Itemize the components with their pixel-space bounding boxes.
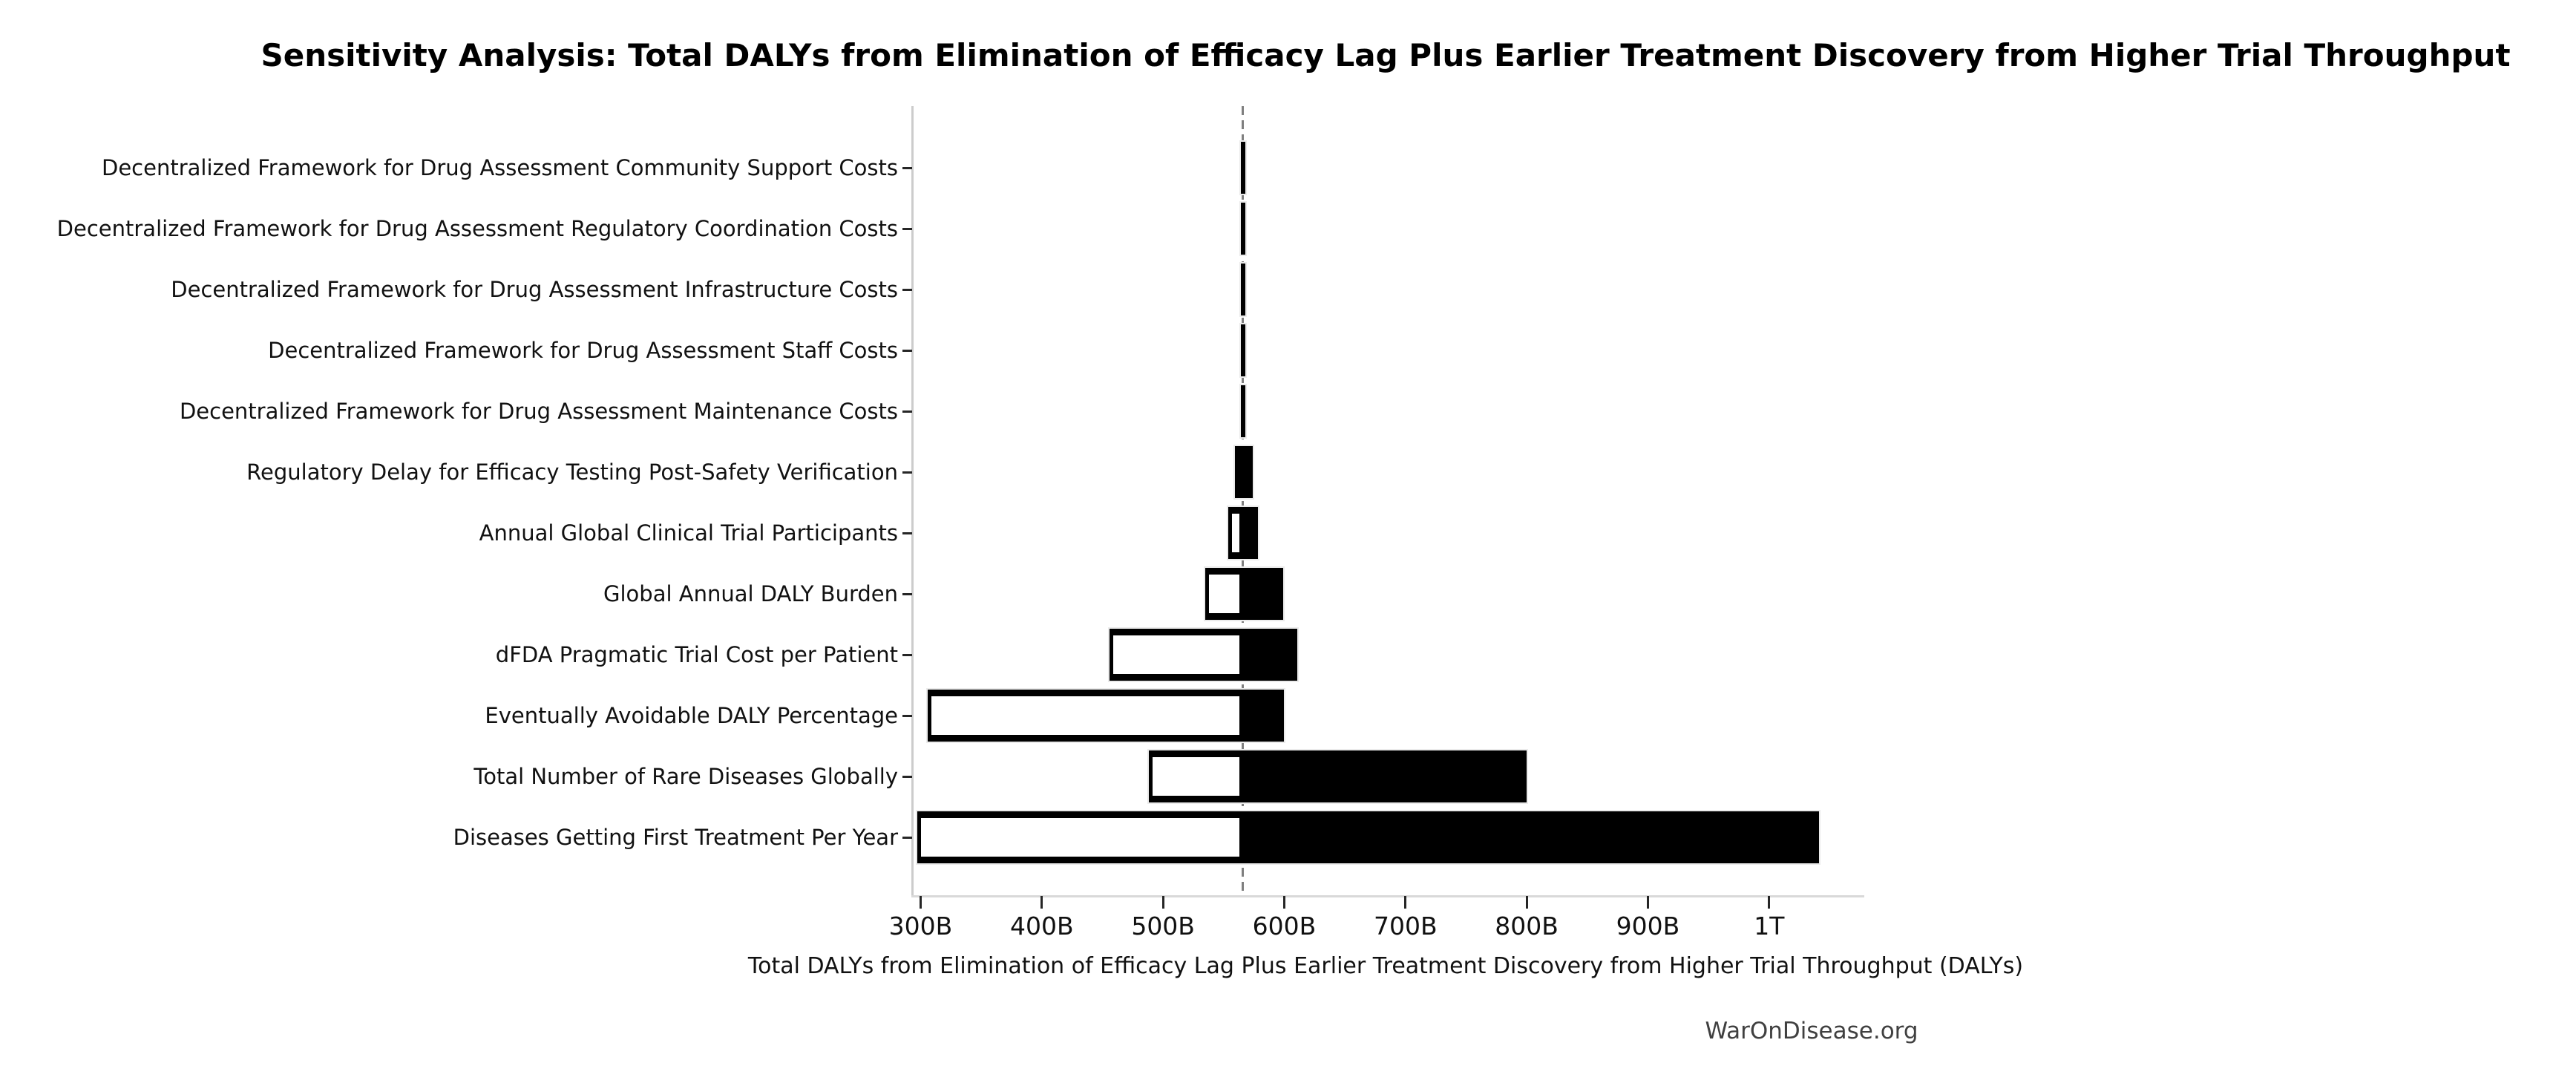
- y-tick-mark: [902, 775, 912, 778]
- y-tick-mark: [902, 653, 912, 656]
- y-category-label: Regulatory Delay for Efficacy Testing Po…: [246, 459, 898, 485]
- bar-low-range: [1205, 571, 1243, 617]
- bar-high-range: [1241, 324, 1246, 376]
- x-tick-mark: [1768, 896, 1771, 909]
- y-category-label: Decentralized Framework for Drug Assessm…: [179, 399, 898, 424]
- x-tick-label: 500B: [1131, 912, 1195, 941]
- x-tick-label: 400B: [1009, 912, 1074, 941]
- x-axis-title: Total DALYs from Elimination of Efficacy…: [747, 953, 2024, 979]
- x-tick-mark: [1525, 896, 1528, 909]
- y-tick-mark: [902, 288, 912, 291]
- y-tick-mark: [902, 166, 912, 169]
- bar-low-range: [1228, 510, 1243, 556]
- watermark-text: WarOnDisease.org: [1705, 1018, 1918, 1044]
- y-category-label: Decentralized Framework for Drug Assessm…: [171, 277, 898, 302]
- y-category-label: Decentralized Framework for Drug Assessm…: [268, 338, 898, 363]
- y-category-label: Diseases Getting First Treatment Per Yea…: [453, 825, 898, 850]
- y-category-label: Total Number of Rare Diseases Globally: [473, 764, 898, 789]
- bar-high-range: [1241, 385, 1246, 437]
- bar-low-range: [917, 814, 1243, 860]
- x-tick-mark: [1040, 896, 1043, 909]
- chart-title: Sensitivity Analysis: Total DALYs from E…: [260, 37, 2511, 73]
- y-tick-mark: [902, 349, 912, 352]
- bar-high-range: [1241, 264, 1246, 315]
- x-tick-label: 800B: [1495, 912, 1559, 941]
- x-tick-mark: [920, 896, 922, 909]
- y-axis-spine: [911, 106, 914, 895]
- bar-low-range: [928, 693, 1243, 739]
- y-category-label: Annual Global Clinical Trial Participant…: [479, 520, 898, 546]
- bar-high-range: [1234, 446, 1253, 498]
- bar-high-range: [1241, 142, 1246, 194]
- y-tick-mark: [902, 592, 912, 595]
- x-axis-line: [911, 895, 1864, 897]
- y-category-label: Global Annual DALY Burden: [603, 581, 898, 606]
- x-tick-label: 300B: [888, 912, 953, 941]
- y-category-label: Eventually Avoidable DALY Percentage: [485, 703, 898, 728]
- y-tick-mark: [902, 471, 912, 474]
- y-tick-mark: [902, 410, 912, 413]
- x-tick-label: 600B: [1252, 912, 1317, 941]
- x-tick-mark: [1646, 896, 1649, 909]
- x-tick-label: 900B: [1616, 912, 1680, 941]
- y-tick-mark: [902, 714, 912, 717]
- y-category-label: Decentralized Framework for Drug Assessm…: [102, 155, 898, 180]
- bar-high-range: [1241, 203, 1246, 255]
- y-category-label: dFDA Pragmatic Trial Cost per Patient: [495, 642, 898, 667]
- bar-low-range: [1110, 632, 1243, 678]
- x-tick-label: 700B: [1373, 912, 1438, 941]
- y-tick-mark: [902, 836, 912, 839]
- y-category-label: Decentralized Framework for Drug Assessm…: [56, 216, 898, 241]
- x-tick-mark: [1161, 896, 1164, 909]
- x-tick-label: 1T: [1754, 912, 1785, 941]
- y-tick-mark: [902, 531, 912, 534]
- x-tick-mark: [1404, 896, 1407, 909]
- bar-low-range: [1148, 753, 1243, 799]
- y-tick-mark: [902, 227, 912, 230]
- x-tick-mark: [1282, 896, 1285, 909]
- baseline-dashed-line: [1242, 106, 1245, 895]
